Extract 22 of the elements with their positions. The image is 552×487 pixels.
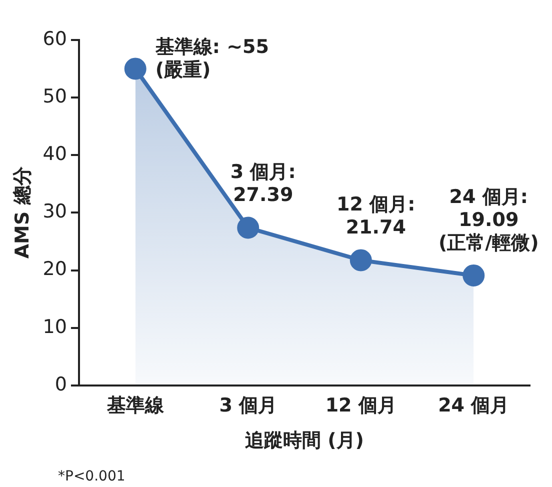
y-tick-label: 60 <box>42 28 67 50</box>
point <box>462 264 485 287</box>
x-tick-label: 基準線 <box>106 394 165 417</box>
x-axis-title: 追蹤時間 (月) <box>244 430 364 452</box>
y-axis-title: AMS 總分 <box>11 166 34 259</box>
point <box>124 58 146 80</box>
data-label: 基準線: ~55 (嚴重) <box>154 36 269 82</box>
y-tick-label: 50 <box>42 86 67 108</box>
y-tick-label: 40 <box>42 143 67 166</box>
y-tick-label: 0 <box>54 373 67 396</box>
x-tick-label: 12 個月 <box>325 394 396 417</box>
data-label: 24 個月: 19.09 (正常/輕微) <box>438 186 539 254</box>
data-label: 3 個月: 27.39 <box>230 161 296 206</box>
point <box>350 249 372 272</box>
text: *P<0.001 <box>58 468 126 485</box>
x-tick-label: 3 個月 <box>219 394 278 417</box>
data-label: 12 個月: 21.74 <box>336 194 416 239</box>
y-tick-label: 20 <box>42 258 67 280</box>
y-tick-label: 30 <box>42 200 67 223</box>
x-tick-label: 24 個月 <box>438 394 510 417</box>
y-tick-label: 10 <box>42 316 67 338</box>
point <box>237 216 260 239</box>
